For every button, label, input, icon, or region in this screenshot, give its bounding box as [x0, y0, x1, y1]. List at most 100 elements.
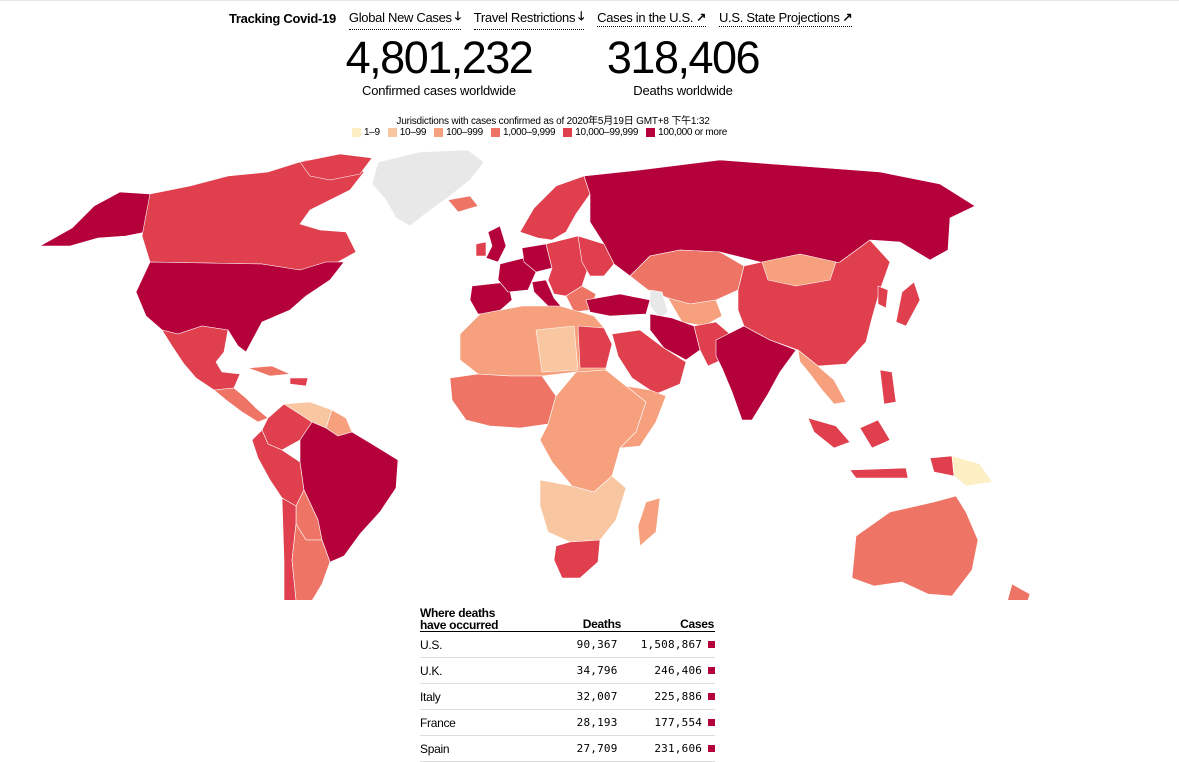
legend-swatch — [490, 127, 500, 137]
germany-region[interactable] — [521, 243, 553, 273]
where-header: Where deaths have occurred — [420, 607, 555, 631]
legend-swatch — [352, 127, 361, 137]
deaths-table: Where deaths have occurred Deaths Cases … — [420, 603, 715, 762]
legend-item: 100,000 or more — [646, 127, 727, 138]
travel-restrictions-label: Travel Restrictions — [473, 9, 576, 25]
arrow-down-icon: 🡓 — [454, 8, 461, 23]
legend-label: 10,000–99,999 — [575, 126, 639, 138]
cuba-region[interactable] — [247, 365, 291, 377]
philippines-region[interactable] — [879, 369, 897, 405]
uk-region[interactable] — [485, 225, 507, 263]
west-africa-region[interactable] — [449, 373, 557, 429]
severity-swatch — [708, 667, 715, 674]
world-map — [39, 149, 1031, 600]
cases-header: Cases — [680, 617, 714, 631]
legend-label: 1,000–9,999 — [502, 126, 556, 138]
caspian-sea — [649, 289, 669, 319]
legend-label: 100,000 or more — [658, 126, 727, 138]
us-cases-link[interactable]: Cases in the U.S. ↗ — [597, 10, 706, 27]
table-row[interactable]: Spain 27,709 231,606 — [420, 736, 715, 762]
severity-swatch — [708, 745, 715, 752]
central-america-region[interactable] — [213, 387, 269, 423]
map-legend: 1–9 10–99 100–999 1,000–9,999 10,000–99,… — [352, 126, 735, 138]
turkey-region[interactable] — [585, 293, 651, 317]
indonesia-region[interactable] — [807, 417, 909, 479]
legend-swatch — [646, 127, 656, 137]
southeast-asia-region[interactable] — [797, 349, 847, 405]
usa-region[interactable] — [135, 261, 345, 353]
new-zealand-region[interactable] — [988, 583, 1031, 600]
ukraine-region[interactable] — [577, 235, 615, 277]
legend-title: Jurisdictions with cases confirmed as of… — [396, 116, 710, 127]
ireland-region[interactable] — [475, 241, 487, 257]
egypt-region[interactable] — [577, 325, 613, 369]
deaths-cell: 90,367 — [576, 638, 618, 651]
argentina-region[interactable] — [291, 523, 331, 600]
us-state-projections-link[interactable]: U.S. State Projections ↗ — [718, 9, 853, 27]
where-header-line1: Where deaths — [420, 606, 496, 620]
legend-label: 10–99 — [399, 126, 427, 138]
australia-region[interactable] — [851, 495, 979, 597]
canada-region[interactable] — [299, 153, 373, 181]
brand-title: Tracking Covid-19 — [229, 10, 336, 26]
confirmed-cases-value: 4,801,232 — [345, 32, 534, 83]
deaths-header: Deaths — [582, 617, 622, 631]
cases-cell: 246,406 — [654, 664, 703, 677]
global-new-cases-link[interactable]: Global New Cases 🡓 — [348, 7, 461, 30]
cases-cell: 1,508,867 — [640, 638, 703, 651]
table-row[interactable]: Italy 32,007 225,886 — [420, 684, 715, 710]
legend-item: 10,000–99,999 — [563, 127, 638, 138]
top-nav: Tracking Covid-19 Global New Cases 🡓 Tra… — [229, 7, 865, 30]
iran-region[interactable] — [649, 313, 701, 361]
legend-swatch — [563, 127, 573, 137]
global-new-cases-label: Global New Cases — [348, 9, 452, 25]
chile-region[interactable] — [281, 497, 318, 600]
deaths-cell: 27,709 — [576, 742, 618, 755]
iceland-region[interactable] — [447, 195, 479, 213]
papua-new-guinea-region[interactable] — [951, 455, 993, 487]
confirmed-cases-label: Confirmed cases worldwide — [362, 83, 516, 98]
legend-item: 100–999 — [434, 127, 483, 138]
table-header: Where deaths have occurred Deaths Cases — [420, 603, 715, 632]
top-divider — [0, 0, 1179, 1]
legend-item: 1,000–9,999 — [490, 126, 556, 138]
saudi-arabia-region[interactable] — [611, 329, 687, 395]
alaska-region[interactable] — [39, 191, 151, 247]
severity-swatch — [708, 693, 715, 700]
deaths-value: 318,406 — [606, 32, 761, 83]
japan-region[interactable] — [895, 281, 921, 327]
legend-label: 100–999 — [446, 126, 483, 138]
external-link-icon: ↗ — [842, 10, 853, 24]
legend-label: 1–9 — [364, 126, 380, 138]
severity-swatch — [708, 719, 715, 726]
cases-cell: 231,606 — [654, 742, 703, 755]
greenland-region[interactable] — [371, 149, 485, 227]
southern-africa-region[interactable] — [539, 475, 627, 543]
legend-item: 10–99 — [387, 126, 427, 138]
severity-swatch — [708, 641, 715, 648]
east-africa-region[interactable] — [619, 385, 667, 449]
deaths-stat: 318,406 Deaths worldwide — [590, 32, 776, 99]
table-row[interactable]: U.K. 34,796 246,406 — [420, 658, 715, 684]
libya-region[interactable] — [535, 325, 579, 373]
country-cell: U.S. — [420, 637, 443, 652]
external-link-icon: ↗ — [696, 10, 706, 24]
travel-restrictions-link[interactable]: Travel Restrictions 🡓 — [473, 7, 584, 30]
us-state-projections-label: U.S. State Projections — [718, 9, 840, 25]
south-africa-region[interactable] — [553, 539, 601, 579]
legend-swatch — [387, 127, 397, 137]
cases-cell: 225,886 — [654, 690, 703, 703]
legend-item: 1–9 — [352, 127, 380, 138]
scandinavia-region[interactable] — [519, 175, 591, 241]
madagascar-region[interactable] — [637, 497, 661, 547]
mongolia-region[interactable] — [761, 253, 837, 287]
table-row[interactable]: France 28,193 177,554 — [420, 710, 715, 736]
new-guinea-region[interactable] — [929, 455, 955, 477]
korea-region[interactable] — [877, 285, 889, 309]
confirmed-cases-stat: 4,801,232 Confirmed cases worldwide — [330, 32, 548, 99]
where-header-line2: have occurred — [420, 618, 499, 632]
mexico-region[interactable] — [161, 325, 241, 391]
hispaniola-region[interactable] — [289, 377, 309, 387]
table-row[interactable]: U.S. 90,367 1,508,867 — [420, 632, 715, 658]
deaths-label: Deaths worldwide — [633, 83, 733, 98]
